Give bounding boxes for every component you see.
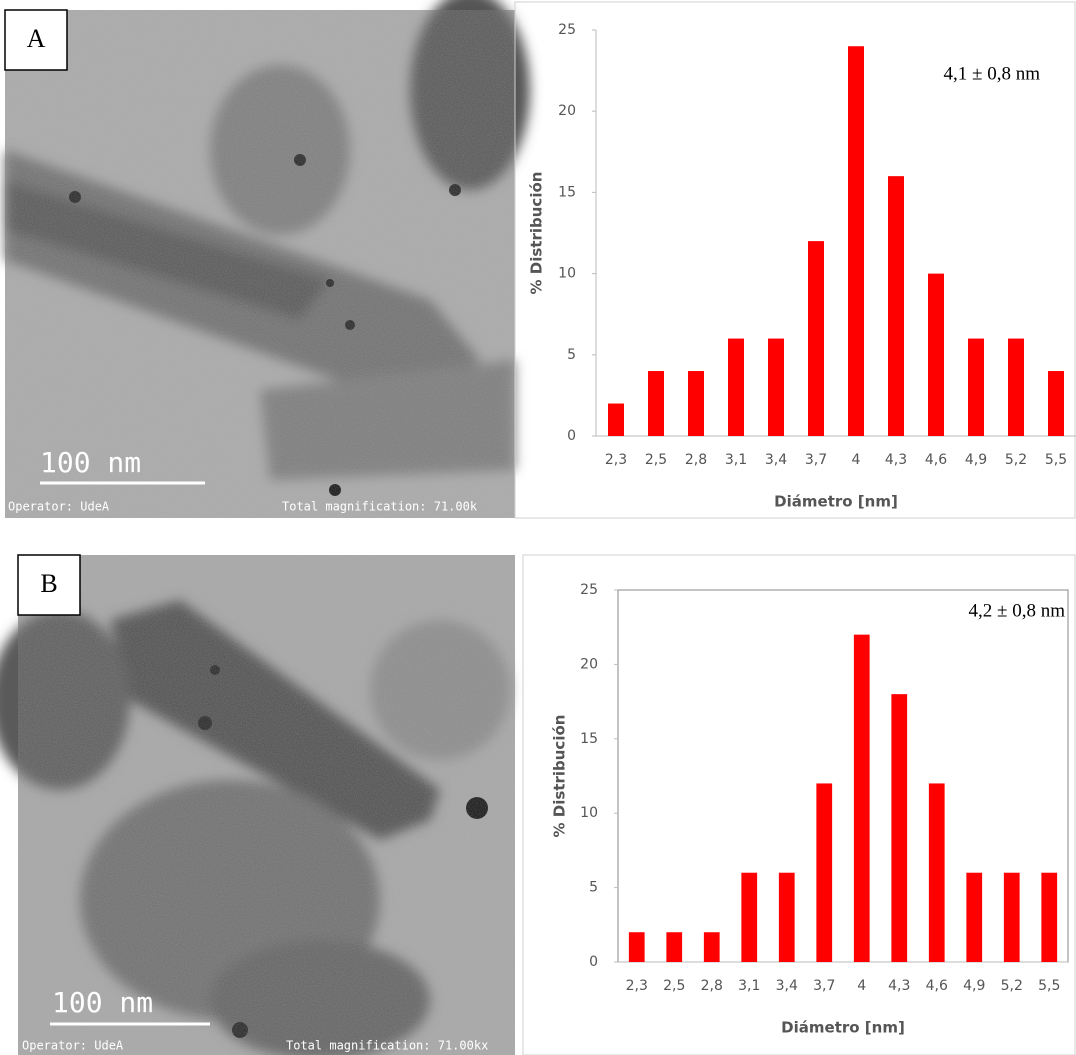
x-tick-label: 3,7 [813, 978, 835, 994]
bar [968, 339, 984, 436]
x-tick-label: 5,2 [1001, 978, 1023, 994]
y-tick-label: 15 [558, 184, 576, 200]
bar [648, 371, 664, 436]
y-tick-label: 0 [567, 428, 576, 444]
x-tick-label: 2,3 [605, 452, 627, 468]
x-tick-label: 3,7 [805, 452, 827, 468]
bar [704, 932, 720, 962]
y-tick-label: 10 [580, 805, 598, 821]
bar [666, 932, 682, 962]
x-tick-label: 4 [857, 978, 866, 994]
x-tick-label: 4,9 [965, 452, 987, 468]
bar [816, 783, 832, 962]
x-tick-label: 4 [852, 452, 861, 468]
x-tick-label: 4,6 [925, 452, 947, 468]
y-tick-label: 25 [580, 582, 598, 598]
scale-bar-label: 100 nm [52, 986, 153, 1019]
magnification: Total magnification: 71.00kx [286, 1039, 488, 1053]
bar [928, 274, 944, 436]
x-tick-label: 2,5 [663, 978, 685, 994]
y-axis-label: % Distribución [528, 172, 546, 295]
y-tick-label: 15 [580, 731, 598, 747]
bar [728, 339, 744, 436]
x-tick-label: 5,5 [1045, 452, 1067, 468]
figure: A 100 nm Operator: UdeA Total magnificat… [0, 0, 1076, 1055]
x-tick-label: 3,1 [725, 452, 747, 468]
bar [808, 241, 824, 436]
y-tick-label: 5 [567, 347, 576, 363]
x-tick-label: 4,9 [963, 978, 985, 994]
x-tick-label: 3,4 [765, 452, 787, 468]
annotation: 4,1 ± 0,8 nm [944, 63, 1041, 84]
bar [1048, 371, 1064, 436]
panel-label: B [40, 569, 57, 598]
bar [1004, 873, 1020, 962]
bar [608, 404, 624, 436]
bar [966, 873, 982, 962]
magnification: Total magnification: 71.00k [282, 500, 478, 514]
plot-frame [618, 590, 1068, 962]
x-tick-label: 2,5 [645, 452, 667, 468]
x-tick-label: 2,8 [685, 452, 707, 468]
bar [741, 873, 757, 962]
bar [1008, 339, 1024, 436]
x-tick-label: 5,2 [1005, 452, 1027, 468]
bar [854, 635, 870, 962]
bar [929, 783, 945, 962]
x-axis-label: Diámetro [nm] [774, 493, 898, 511]
bar [768, 339, 784, 436]
bar [629, 932, 645, 962]
tem-image-b [0, 555, 515, 1055]
x-tick-label: 2,3 [626, 978, 648, 994]
bar [688, 371, 704, 436]
y-tick-label: 5 [589, 880, 598, 896]
bar [779, 873, 795, 962]
y-axis-label: % Distribución [551, 715, 569, 838]
bar [1041, 873, 1057, 962]
x-tick-label: 4,3 [888, 978, 910, 994]
scale-bar-label: 100 nm [40, 446, 141, 479]
x-axis-label: Diámetro [nm] [781, 1019, 905, 1037]
x-tick-label: 4,3 [885, 452, 907, 468]
x-tick-label: 3,1 [738, 978, 760, 994]
x-tick-label: 4,6 [926, 978, 948, 994]
y-tick-label: 10 [558, 266, 576, 282]
operator: Operator: UdeA [22, 1039, 124, 1053]
y-tick-label: 0 [589, 954, 598, 970]
y-tick-label: 25 [558, 22, 576, 38]
bar [888, 176, 904, 436]
x-tick-label: 3,4 [776, 978, 798, 994]
y-tick-label: 20 [558, 103, 576, 119]
bar [848, 46, 864, 436]
chart-frame [523, 555, 1075, 1055]
tem-image-a [5, 0, 530, 518]
bar [891, 694, 907, 962]
x-tick-label: 5,5 [1038, 978, 1060, 994]
annotation: 4,2 ± 0,8 nm [969, 600, 1066, 621]
y-tick-label: 20 [580, 656, 598, 672]
x-tick-label: 2,8 [701, 978, 723, 994]
panel-label: A [27, 24, 46, 53]
operator: Operator: UdeA [8, 500, 110, 514]
